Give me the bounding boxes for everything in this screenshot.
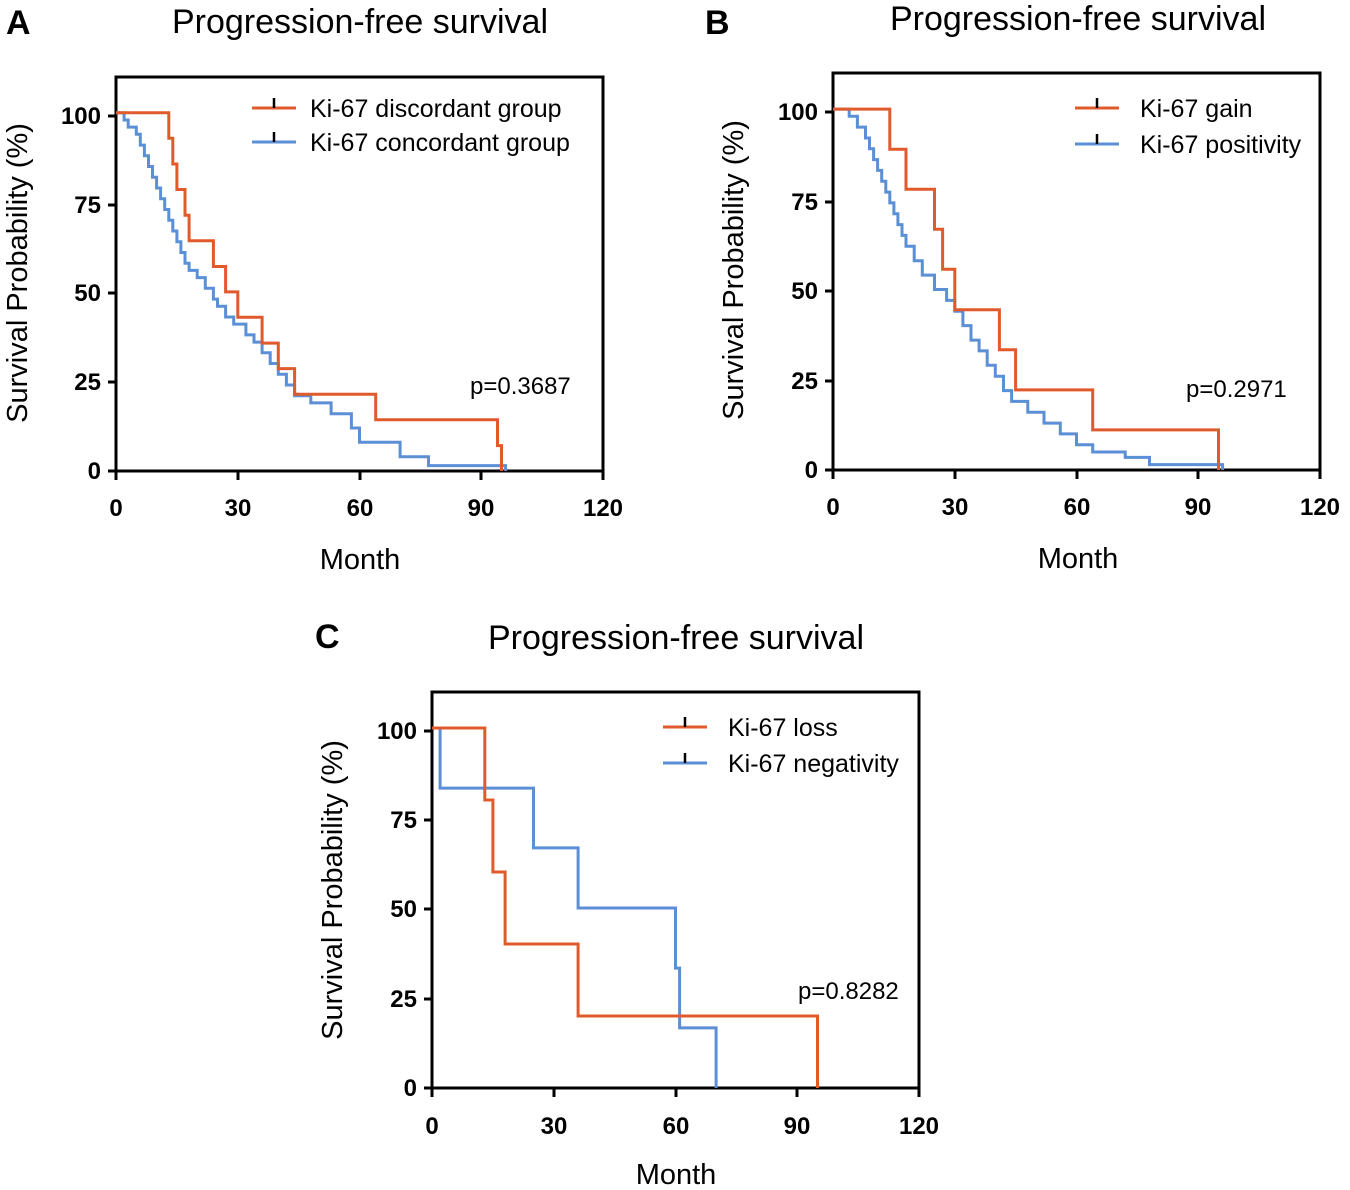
panel-c-legend-loss-label: Ki-67 loss xyxy=(728,714,838,742)
panel-b-y-tick-label-100: 100 xyxy=(778,99,818,126)
panel-c-p-value: p=0.8282 xyxy=(798,978,899,1005)
panel-letter-a: A xyxy=(6,4,31,42)
panel-b-x-tick-label-120: 120 xyxy=(1300,494,1340,521)
panel-a-legend-concordant-label: Ki-67 concordant group xyxy=(310,129,570,157)
panel-c-legend: Ki-67 loss Ki-67 negativity xyxy=(663,714,899,778)
panel-letter-b: B xyxy=(705,4,730,42)
panel-a-x-ticks: 0 30 60 90 120 xyxy=(109,471,623,522)
panel-b-x-ticks: 0 30 60 90 120 xyxy=(826,470,1340,521)
panel-c-x-axis-label: Month xyxy=(636,1159,717,1190)
panel-c-y-tick-label-75: 75 xyxy=(390,807,417,834)
panel-c-y-tick-label-50: 50 xyxy=(390,896,417,923)
panel-b-y-axis-label: Survival Probability (%) xyxy=(718,120,750,420)
panel-b-x-tick-label-60: 60 xyxy=(1064,494,1091,521)
panel-b-x-tick-label-0: 0 xyxy=(826,494,839,521)
panel-c-series xyxy=(432,726,819,1088)
panel-a-x-tick-label-60: 60 xyxy=(347,495,374,522)
panel-c-title: Progression-free survival xyxy=(488,619,864,657)
panel-b-series-positivity-line xyxy=(833,107,1225,470)
panel-letter-c: C xyxy=(315,618,340,656)
panel-a-x-axis-label: Month xyxy=(320,544,401,576)
panel-a-x-tick-label-0: 0 xyxy=(109,495,122,522)
panel-c-series-loss-line xyxy=(432,726,819,1088)
panel-b-x-tick-label-30: 30 xyxy=(942,494,969,521)
panel-a-series-discordant-line xyxy=(116,111,508,471)
panel-c-y-tick-label-0: 0 xyxy=(404,1075,417,1102)
panel-b-series xyxy=(833,107,1225,470)
panel-c-series-negativity-line xyxy=(432,726,718,1088)
panel-c-x-tick-label-90: 90 xyxy=(784,1113,811,1140)
panel-a-y-tick-label-25: 25 xyxy=(74,369,101,396)
panel-c-x-ticks: 0 30 60 90 120 xyxy=(425,1088,939,1140)
panel-a-series xyxy=(116,111,508,471)
panel-b-legend: Ki-67 gain Ki-67 positivity xyxy=(1075,95,1302,159)
panel-a-legend: Ki-67 discordant group Ki-67 concordant … xyxy=(252,95,570,157)
panel-b-y-tick-label-0: 0 xyxy=(805,457,818,484)
panel-a-y-tick-label-50: 50 xyxy=(74,280,101,307)
panel-b-y-tick-label-50: 50 xyxy=(791,278,818,305)
panel-b-legend-gain-label: Ki-67 gain xyxy=(1140,95,1253,123)
panel-a-y-axis-label: Survival Probability (%) xyxy=(2,123,34,423)
panel-c-legend-negativity-label: Ki-67 negativity xyxy=(728,750,899,778)
panel-a-x-tick-label-120: 120 xyxy=(583,495,623,522)
panel-a-x-tick-label-30: 30 xyxy=(225,495,252,522)
panel-b-y-tick-label-25: 25 xyxy=(791,368,818,395)
panel-c-y-ticks: 100 75 50 25 0 xyxy=(377,718,432,1102)
panel-b-y-ticks: 100 75 50 25 0 xyxy=(778,99,833,484)
panel-b: B Progression-free survival 100 75 50 25… xyxy=(705,0,1340,575)
panel-a-p-value: p=0.3687 xyxy=(470,373,571,400)
panel-c: C Progression-free survival 100 75 50 25… xyxy=(315,618,939,1190)
panel-c-y-axis-label: Survival Probability (%) xyxy=(317,740,349,1040)
panel-a-x-tick-label-90: 90 xyxy=(468,495,495,522)
panel-c-y-tick-label-25: 25 xyxy=(390,986,417,1013)
panel-a-y-tick-label-0: 0 xyxy=(88,458,101,485)
panel-a-y-ticks: 100 75 50 25 0 xyxy=(61,103,116,485)
panel-c-x-tick-label-30: 30 xyxy=(541,1113,568,1140)
panel-c-x-tick-label-0: 0 xyxy=(425,1113,438,1140)
panel-a-y-tick-label-100: 100 xyxy=(61,103,101,130)
panel-a-series-concordant-line xyxy=(116,111,503,471)
panel-b-x-tick-label-90: 90 xyxy=(1185,494,1212,521)
panel-a-title: Progression-free survival xyxy=(172,3,548,41)
panel-c-y-tick-label-100: 100 xyxy=(377,718,417,745)
panel-c-x-tick-label-60: 60 xyxy=(663,1113,690,1140)
panel-b-legend-positivity-label: Ki-67 positivity xyxy=(1140,131,1302,159)
panel-a-legend-discordant-label: Ki-67 discordant group xyxy=(310,95,562,123)
panel-a: A Progression-free survival 100 75 50 25… xyxy=(2,3,623,576)
panel-c-x-tick-label-120: 120 xyxy=(899,1113,939,1140)
panel-b-series-gain-line xyxy=(833,107,1220,470)
panel-b-x-axis-label: Month xyxy=(1038,543,1119,575)
panel-a-y-tick-label-75: 75 xyxy=(74,192,101,219)
panel-b-y-tick-label-75: 75 xyxy=(791,189,818,216)
panel-b-p-value: p=0.2971 xyxy=(1186,376,1287,403)
panel-b-title: Progression-free survival xyxy=(890,0,1266,38)
